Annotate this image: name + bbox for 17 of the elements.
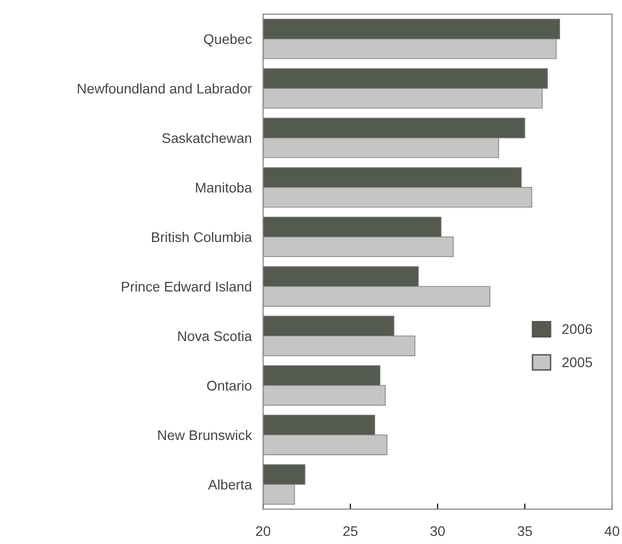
x-tick-label: 30 [430, 526, 445, 536]
y-tick-label: Quebec [204, 34, 252, 47]
y-tick-label: Ontario [207, 380, 252, 391]
x-tick-label: 20 [256, 526, 270, 536]
y-tick-label: Alberta [208, 479, 252, 490]
y-tick-label: British Columbia [152, 232, 252, 242]
y-tick-label: Manitoba [196, 182, 252, 193]
y-tick-label: Nova Scotia [178, 330, 252, 342]
x-tick-label: 35 [518, 526, 532, 536]
y-tick-label: New Brunswick [158, 430, 252, 440]
x-tick-label: 40 [604, 526, 620, 536]
y-tick-label: Prince Edward Island [122, 281, 252, 292]
x-tick-label: 25 [343, 526, 358, 536]
y-tick-label: Newfoundland and Labrador [78, 83, 252, 94]
legend-label: 2006 [562, 324, 592, 334]
legend-label: 2005 [562, 357, 592, 368]
y-tick-label: Saskatchewan [162, 132, 252, 144]
